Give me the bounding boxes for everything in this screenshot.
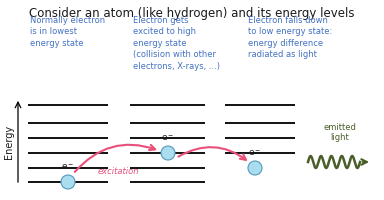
Text: Electron falls down
to low energy state:
energy difference
radiated as light: Electron falls down to low energy state:… (248, 16, 332, 59)
Text: Energy: Energy (4, 125, 14, 159)
Circle shape (248, 161, 262, 175)
Text: emitted
light: emitted light (324, 123, 356, 142)
Text: excitation: excitation (97, 168, 139, 176)
Circle shape (61, 175, 75, 189)
Circle shape (161, 146, 175, 160)
Text: e$^-$: e$^-$ (61, 162, 75, 172)
Text: Normally electron
is in lowest
energy state: Normally electron is in lowest energy st… (30, 16, 105, 48)
Text: Consider an atom (like hydrogen) and its energy levels: Consider an atom (like hydrogen) and its… (29, 7, 355, 20)
Text: Electron gets
excited to high
energy state
(collision with other
electrons, X-ra: Electron gets excited to high energy sta… (133, 16, 220, 71)
Text: e$^-$: e$^-$ (248, 148, 262, 158)
Text: e$^-$: e$^-$ (161, 133, 175, 143)
